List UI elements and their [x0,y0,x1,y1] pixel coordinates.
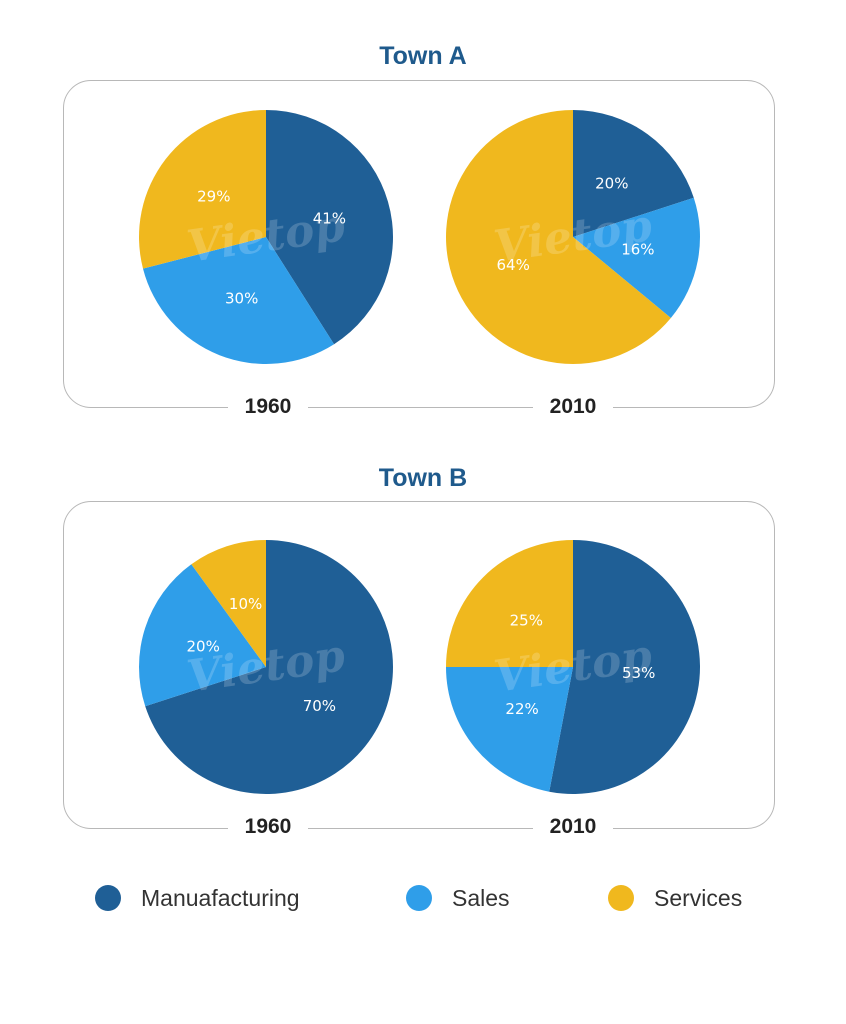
slice-label-sales: 30% [225,289,258,307]
legend-label: Sales [452,884,510,911]
manufacturing-dot-icon [95,885,121,911]
pie-slice-services [446,540,573,667]
pie-slice-manufacturing [573,110,694,237]
pie-slice-manufacturing [145,540,394,794]
legend-item-manufacturing: Manuafacturing [95,878,300,918]
slice-label-manufacturing: 20% [595,175,628,193]
pie-slice-manufacturing [266,110,394,345]
town-b-2010-pie: 53%22%25%Vietop [446,540,700,794]
legend-label: Manuafacturing [141,884,300,911]
slice-label-manufacturing: 70% [303,697,336,715]
town-b-1960-pie: 70%20%10%Vietop [139,540,394,794]
slice-label-sales: 20% [187,638,220,656]
town-b-title: Town B [378,464,468,492]
slice-label-services: 25% [510,611,543,629]
pie-slice-manufacturing [549,540,700,794]
legend-label: Services [654,884,743,911]
slice-label-sales: 22% [505,700,538,718]
town-a-title: Town A [379,42,467,70]
pie-slice-services [139,110,266,269]
slice-label-services: 64% [497,256,530,274]
slice-label-services: 29% [197,188,230,206]
pie-slice-sales [142,237,335,364]
town-a-1960-year: 1960 [228,394,308,420]
legend-item-sales: Sales [406,878,510,918]
legend-item-services: Services [608,878,742,918]
pie-slice-sales [446,667,573,792]
slice-label-manufacturing: 53% [622,664,655,682]
pie-slice-sales [139,564,266,707]
pie-slice-services [446,110,671,364]
services-dot-icon [608,885,634,911]
sales-dot-icon [406,885,432,911]
town-b-2010-year: 2010 [533,814,613,840]
slice-label-sales: 16% [621,240,654,258]
town-b-1960-year: 1960 [228,814,308,840]
slice-label-manufacturing: 41% [313,210,346,228]
legend: Manuafacturing Sales Services [0,878,846,918]
town-a-2010-year: 2010 [533,394,613,420]
town-a-1960-pie: 41%30%29%Vietop [139,110,394,364]
slice-label-services: 10% [229,595,262,613]
pie-slice-sales [573,197,700,318]
town-a-2010-pie: 20%16%64%Vietop [446,110,700,364]
pie-slice-services [191,540,266,667]
